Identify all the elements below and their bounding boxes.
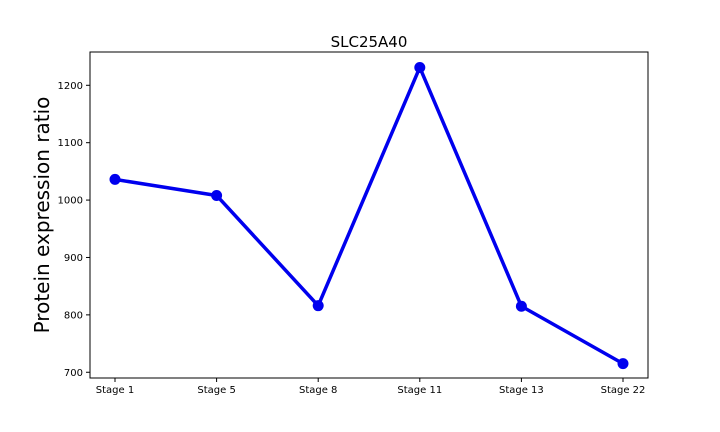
x-tick-label: Stage 22 — [601, 385, 646, 396]
series-group — [109, 61, 629, 370]
y-tick-label: 900 — [64, 253, 83, 264]
data-point — [515, 300, 527, 312]
plot-area-frame — [89, 51, 649, 379]
x-tick-label: Stage 13 — [499, 385, 544, 396]
series-line — [113, 65, 625, 366]
data-point — [617, 358, 629, 370]
x-axis-ticks: Stage 1 Stage 5 Stage 8 Stage 11 Stage 13 Sta… — [96, 378, 646, 396]
data-point — [414, 61, 426, 73]
data-point — [312, 300, 324, 312]
y-tick-label: 1100 — [58, 138, 83, 149]
y-tick-label: 1200 — [58, 81, 83, 92]
data-point — [211, 189, 223, 201]
data-point — [109, 173, 121, 185]
y-tick-label: 1000 — [58, 196, 83, 207]
chart-title: SLC25A40 — [331, 33, 408, 51]
x-tick-label: Stage 8 — [299, 385, 337, 396]
x-tick-label: Stage 5 — [197, 385, 235, 396]
y-axis-ticks: 700 800 900 1000 1100 1200 — [58, 81, 90, 379]
x-tick-label: Stage 1 — [96, 385, 134, 396]
y-tick-label: 700 — [64, 368, 83, 379]
y-tick-label: 800 — [64, 310, 83, 321]
y-axis-label: Protein expression ratio — [30, 97, 54, 334]
x-tick-label: Stage 11 — [397, 385, 442, 396]
